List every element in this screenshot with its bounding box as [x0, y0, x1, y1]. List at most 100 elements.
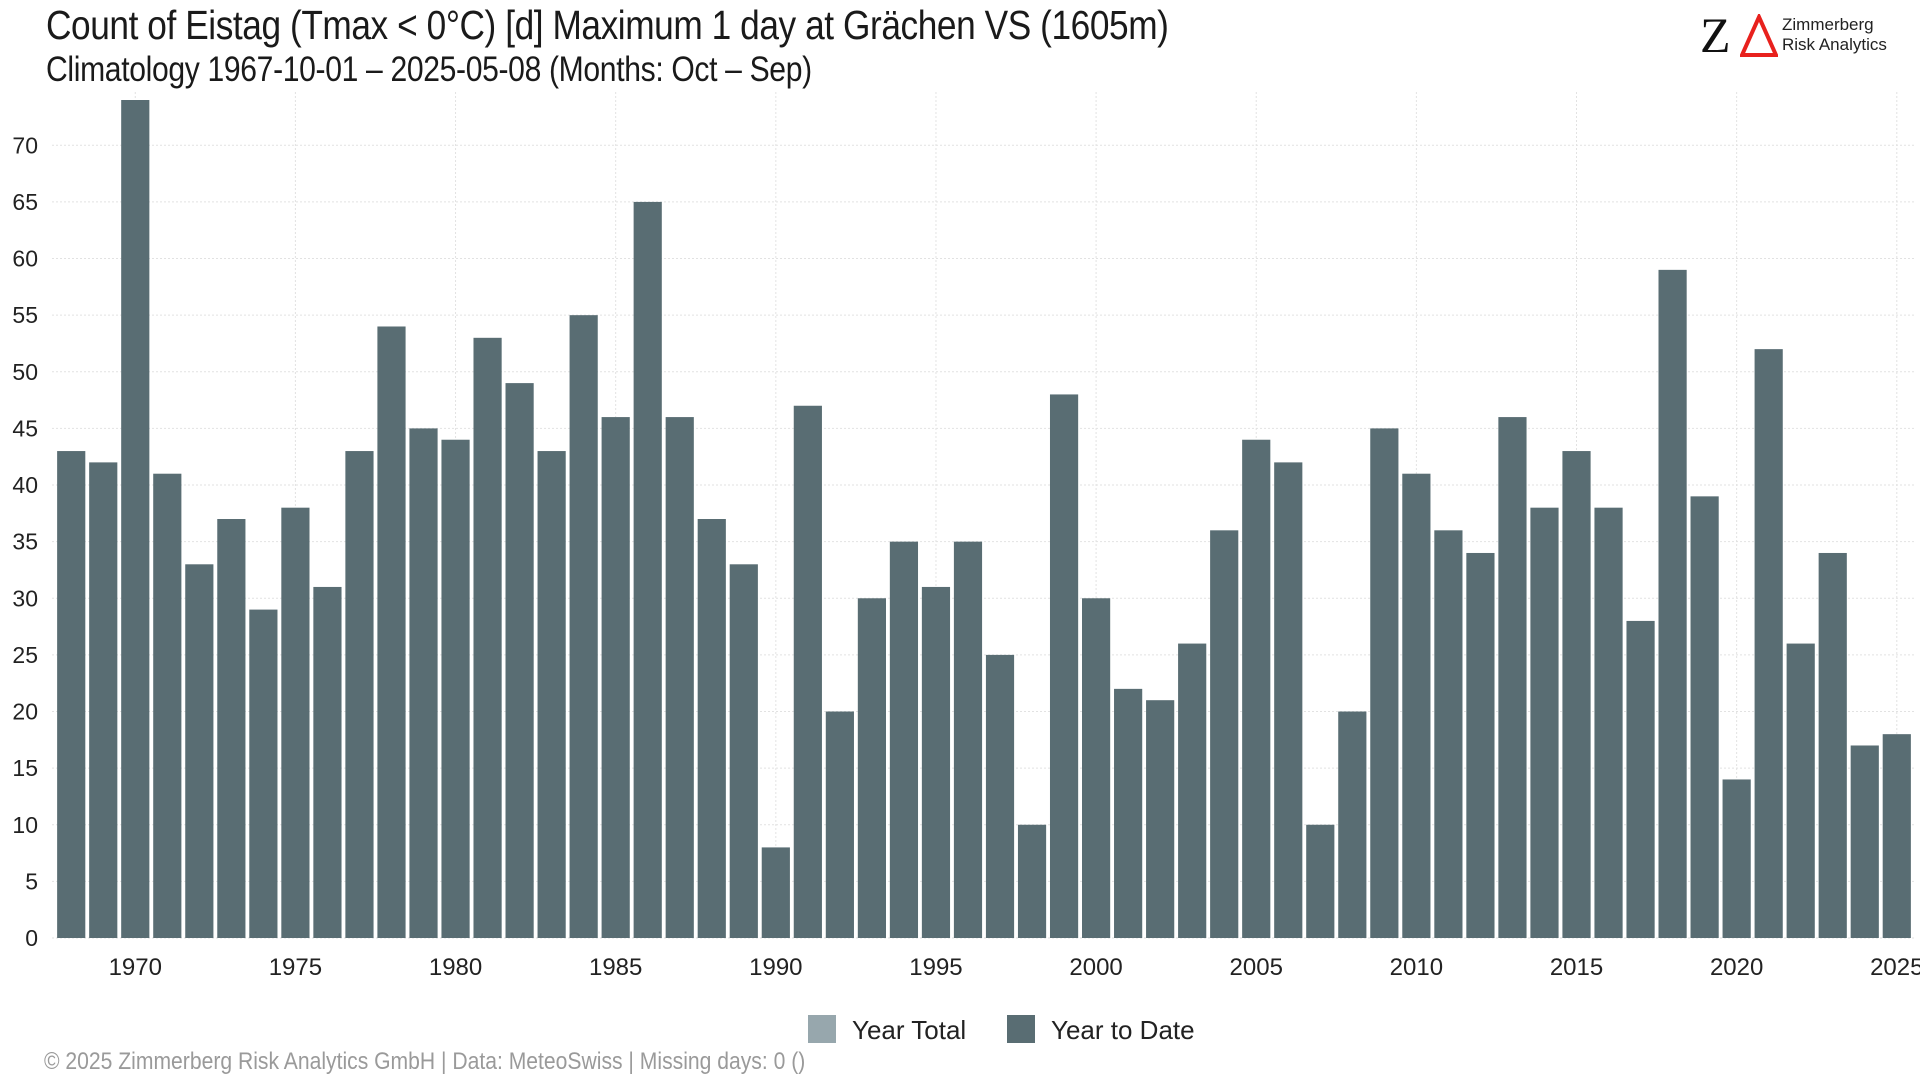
x-tick-label: 2005 — [1230, 954, 1283, 981]
bar-2014[interactable] — [1530, 507, 1559, 938]
bar-2020[interactable] — [1722, 779, 1751, 938]
bar-1977[interactable] — [345, 451, 374, 938]
bar-1968[interactable] — [57, 451, 86, 938]
y-tick-label: 45 — [12, 415, 38, 441]
bar-1999[interactable] — [1049, 394, 1079, 938]
x-axis: 1970 1975 1980 1985 1990 1995 2000 2005 2010 2015… — [109, 954, 1920, 981]
x-tick-label: 2015 — [1550, 954, 1603, 981]
bar-1975[interactable] — [281, 507, 310, 938]
bar-2008[interactable] — [1338, 711, 1367, 938]
bar-2024[interactable] — [1850, 745, 1879, 938]
bar-1995[interactable] — [921, 586, 951, 938]
legend-item-0[interactable]: Year Total — [808, 1015, 966, 1045]
legend-swatch — [1007, 1015, 1035, 1043]
y-tick-label: 15 — [12, 755, 38, 781]
bar-2017[interactable] — [1626, 620, 1655, 938]
footer-credit: © 2025 Zimmerberg Risk Analytics GmbH | … — [44, 1048, 806, 1075]
bar-1971[interactable] — [153, 473, 182, 938]
y-tick-label: 0 — [25, 925, 38, 951]
bar-2023[interactable] — [1818, 552, 1847, 938]
bar-1986[interactable] — [633, 201, 662, 938]
x-tick-label: 2000 — [1069, 954, 1122, 981]
bar-2015[interactable] — [1562, 451, 1591, 938]
delta-icon — [1740, 14, 1778, 57]
bar-2002[interactable] — [1146, 700, 1175, 938]
y-axis: 0 5 10 15 20 25 30 35 40 45 50 55 60 65 70 — [12, 132, 38, 951]
bar-2018[interactable] — [1658, 269, 1687, 938]
y-tick-label: 35 — [12, 529, 38, 555]
bar-1969[interactable] — [89, 462, 118, 938]
bar-1987[interactable] — [665, 417, 694, 939]
bar-2011[interactable] — [1434, 530, 1463, 938]
chart-subtitle: Climatology 1967-10-01 – 2025-05-08 (Mon… — [46, 50, 812, 89]
legend[interactable]: Year Total Year to Date — [808, 1015, 1195, 1045]
logo-line-2: Risk Analytics — [1782, 35, 1887, 54]
bar-1970[interactable] — [121, 100, 150, 938]
bar-1983[interactable] — [537, 451, 566, 938]
y-tick-label: 5 — [25, 868, 38, 894]
bar-2021[interactable] — [1754, 349, 1783, 938]
bar-2022[interactable] — [1786, 643, 1815, 938]
bar-2010[interactable] — [1402, 473, 1431, 938]
bar-1976[interactable] — [313, 586, 342, 938]
x-tick-label: 1975 — [269, 954, 322, 981]
bar-2013[interactable] — [1498, 417, 1527, 939]
y-tick-label: 10 — [12, 812, 38, 838]
bar-2019[interactable] — [1690, 496, 1719, 938]
bar-2016[interactable] — [1594, 507, 1623, 938]
y-tick-label: 25 — [12, 642, 38, 668]
bar-1994[interactable] — [889, 541, 919, 938]
bar-2009[interactable] — [1370, 428, 1399, 938]
bar-1988[interactable] — [697, 519, 726, 938]
y-tick-label: 55 — [12, 302, 38, 328]
bar-1992[interactable] — [825, 711, 854, 938]
bars — [57, 100, 1911, 939]
x-tick-label: 2025 — [1870, 954, 1920, 981]
bar-1982[interactable] — [505, 383, 534, 938]
bar-1984[interactable] — [569, 315, 598, 938]
y-tick-label: 65 — [12, 189, 38, 215]
bar-1980[interactable] — [441, 439, 470, 938]
bar-2012[interactable] — [1466, 552, 1495, 938]
x-tick-label: 1995 — [909, 954, 962, 981]
bar-2006[interactable] — [1274, 462, 1303, 938]
bar-2004[interactable] — [1210, 530, 1239, 938]
x-tick-label: 1985 — [589, 954, 642, 981]
company-logo: Z Zimmerberg Risk Analytics — [1700, 8, 1900, 64]
bar-2007[interactable] — [1306, 824, 1335, 938]
bar-2005[interactable] — [1242, 439, 1271, 938]
bar-1973[interactable] — [217, 519, 246, 938]
bar-1978[interactable] — [377, 326, 406, 939]
logo-line-1: Zimmerberg — [1782, 15, 1874, 34]
bar-2001[interactable] — [1114, 688, 1143, 938]
chart-title: Count of Eistag (Tmax < 0°C) [d] Maximum… — [46, 2, 1169, 48]
logo-text: Zimmerberg Risk Analytics — [1782, 15, 1887, 55]
bar-2000[interactable] — [1082, 598, 1111, 938]
logo-mark: Z — [1700, 7, 1731, 63]
bar-2025[interactable] — [1882, 734, 1911, 938]
bar-1974[interactable] — [249, 609, 278, 938]
y-tick-label: 60 — [12, 246, 38, 272]
bar-1972[interactable] — [185, 564, 214, 938]
bar-1997[interactable] — [985, 654, 1015, 938]
legend-label: Year to Date — [1051, 1015, 1195, 1045]
x-tick-label: 1980 — [429, 954, 482, 981]
bar-1998[interactable] — [1017, 824, 1047, 938]
legend-label: Year Total — [852, 1015, 966, 1045]
x-tick-label: 2010 — [1390, 954, 1443, 981]
bar-1985[interactable] — [601, 417, 630, 939]
y-tick-label: 20 — [12, 699, 38, 725]
bar-1993[interactable] — [857, 598, 886, 938]
bar-1981[interactable] — [473, 337, 502, 939]
bar-1990[interactable] — [761, 847, 790, 938]
bar-2003[interactable] — [1178, 643, 1207, 938]
bar-1989[interactable] — [729, 564, 758, 938]
y-tick-label: 30 — [12, 585, 38, 611]
legend-swatch — [808, 1015, 836, 1043]
legend-item-1[interactable]: Year to Date — [1007, 1015, 1195, 1045]
bar-1991[interactable] — [793, 405, 822, 939]
bar-1979[interactable] — [409, 428, 438, 938]
y-tick-label: 40 — [12, 472, 38, 498]
bar-1996[interactable] — [953, 541, 983, 938]
